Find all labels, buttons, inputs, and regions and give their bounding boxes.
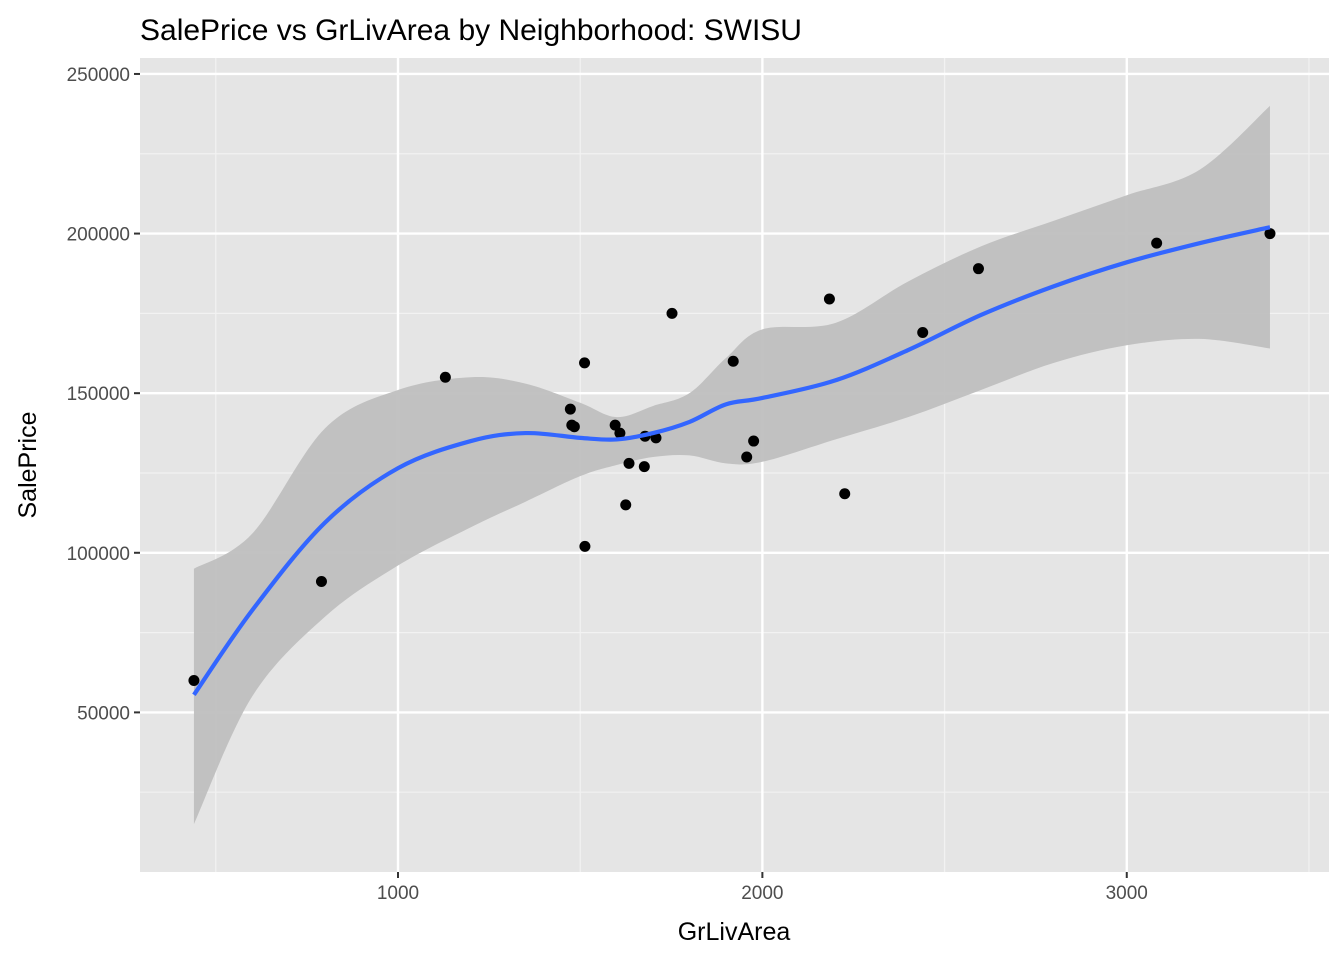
x-tick-label: 2000 [741,883,783,904]
data-point [188,674,200,686]
data-point [609,419,621,431]
data-points [188,228,1276,686]
x-axis: 1000 2000 3000 [377,872,1148,904]
data-point [620,499,632,511]
y-tick-label: 100000 [67,544,130,565]
y-tick-label: 250000 [67,65,130,86]
y-axis-title: SalePrice [14,412,42,519]
data-point [1264,228,1276,240]
data-point [638,461,650,473]
data-point [315,576,327,588]
x-axis-title: GrLivArea [678,918,791,946]
y-axis: 50000 100000 150000 200000 250000 [67,65,140,724]
x-tick-label: 1000 [377,883,419,904]
data-point [579,540,591,552]
data-point [748,435,760,447]
smooth-line [192,225,1271,697]
data-point [614,427,626,439]
confidence-ribbon [193,105,1270,825]
data-point [568,421,580,433]
y-tick-label: 150000 [67,384,130,405]
data-point [972,263,984,275]
data-point [823,293,835,305]
data-point [579,357,591,369]
y-tick-label: 50000 [77,703,130,724]
data-point [917,327,929,339]
data-point [439,371,451,383]
y-tick-label: 200000 [67,225,130,246]
data-point [727,355,739,367]
data-point [623,457,635,469]
x-tick-label: 3000 [1106,883,1148,904]
data-point [564,403,576,415]
data-point [741,451,753,463]
data-point [666,307,678,319]
data-point [839,488,851,500]
chart-title: SalePrice vs GrLivArea by Neighborhood: … [140,14,802,47]
data-point [1151,237,1163,249]
